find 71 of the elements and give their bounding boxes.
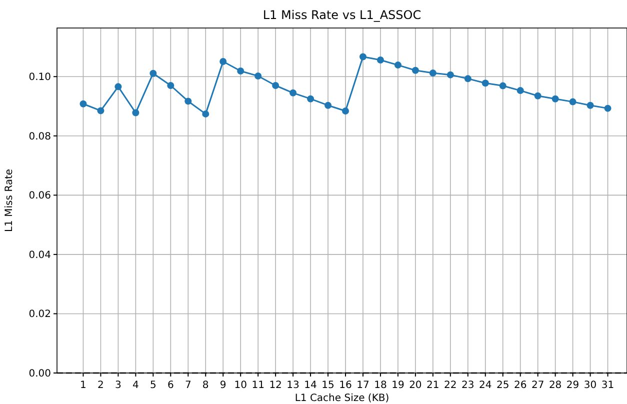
x-tick-label: 5 [150,380,156,391]
x-tick-label: 25 [496,380,510,391]
x-tick-label: 9 [220,380,226,391]
point [429,70,436,77]
point [394,62,402,69]
point [324,102,332,109]
x-tick-label: 23 [462,380,474,391]
point [114,83,122,90]
point [254,72,262,80]
x-axis-title: L1 Cache Size (KB) [294,393,390,404]
x-tick-label: 3 [115,380,122,391]
x-tick-label: 24 [479,380,492,391]
point [516,87,524,94]
y-axis-title: L1 Miss Rate [4,168,15,232]
point [132,109,140,116]
x-tick-label: 28 [548,380,562,391]
x-tick-label: 10 [234,380,247,391]
x-tick-label: 19 [392,380,404,391]
point [464,75,472,82]
point [412,66,419,74]
x-tick-label: 16 [339,380,352,391]
x-tick-label: 7 [184,380,192,391]
point [290,89,297,96]
point [552,95,559,102]
y-tick-label: 0.06 [28,190,51,202]
x-tick-label: 15 [322,380,334,391]
point [184,98,192,105]
point [307,95,314,102]
x-tick-label: 30 [584,380,597,391]
point [569,98,576,106]
x-tick-label: 31 [601,380,614,391]
x-tick-label: 29 [566,380,580,391]
x-tick-label: 2 [98,380,104,391]
point [202,110,210,118]
point [604,104,612,112]
x-tick-label: 21 [426,380,440,391]
x-tick-label: 13 [286,380,300,391]
point [586,102,594,109]
point [97,107,104,114]
x-tick-label: 12 [269,380,282,391]
point [220,58,227,65]
x-tick-label: 22 [444,380,457,391]
x-tick-label: 8 [202,380,209,391]
point [359,53,366,60]
point [499,82,506,90]
point [167,82,174,89]
x-tick-label: 14 [304,380,317,391]
y-tick-label: 0.02 [28,309,51,320]
y-tick-label: 0.10 [28,72,51,84]
point [376,56,384,64]
point [237,67,244,74]
point [80,100,87,108]
point [446,71,454,78]
x-tick-label: 17 [356,380,370,391]
x-tick-label: 4 [132,380,139,391]
x-tick-label: 1 [80,380,86,391]
y-tick-label: 0.04 [28,250,51,261]
y-tick-label: 0.08 [28,131,51,142]
x-tick-label: 6 [167,380,174,391]
x-tick-label: 27 [531,380,544,391]
chart-title: L1 Miss Rate vs L1_ASSOC [262,8,422,22]
x-tick-label: 20 [409,380,422,391]
x-tick-label: 11 [252,380,264,391]
point [272,82,280,89]
y-tick-label: 0.00 [28,368,51,380]
x-tick-label: 18 [374,380,387,391]
point [150,70,157,77]
point [482,80,489,87]
point [342,107,349,114]
point [534,92,542,100]
x-tick-label: 26 [514,380,527,391]
